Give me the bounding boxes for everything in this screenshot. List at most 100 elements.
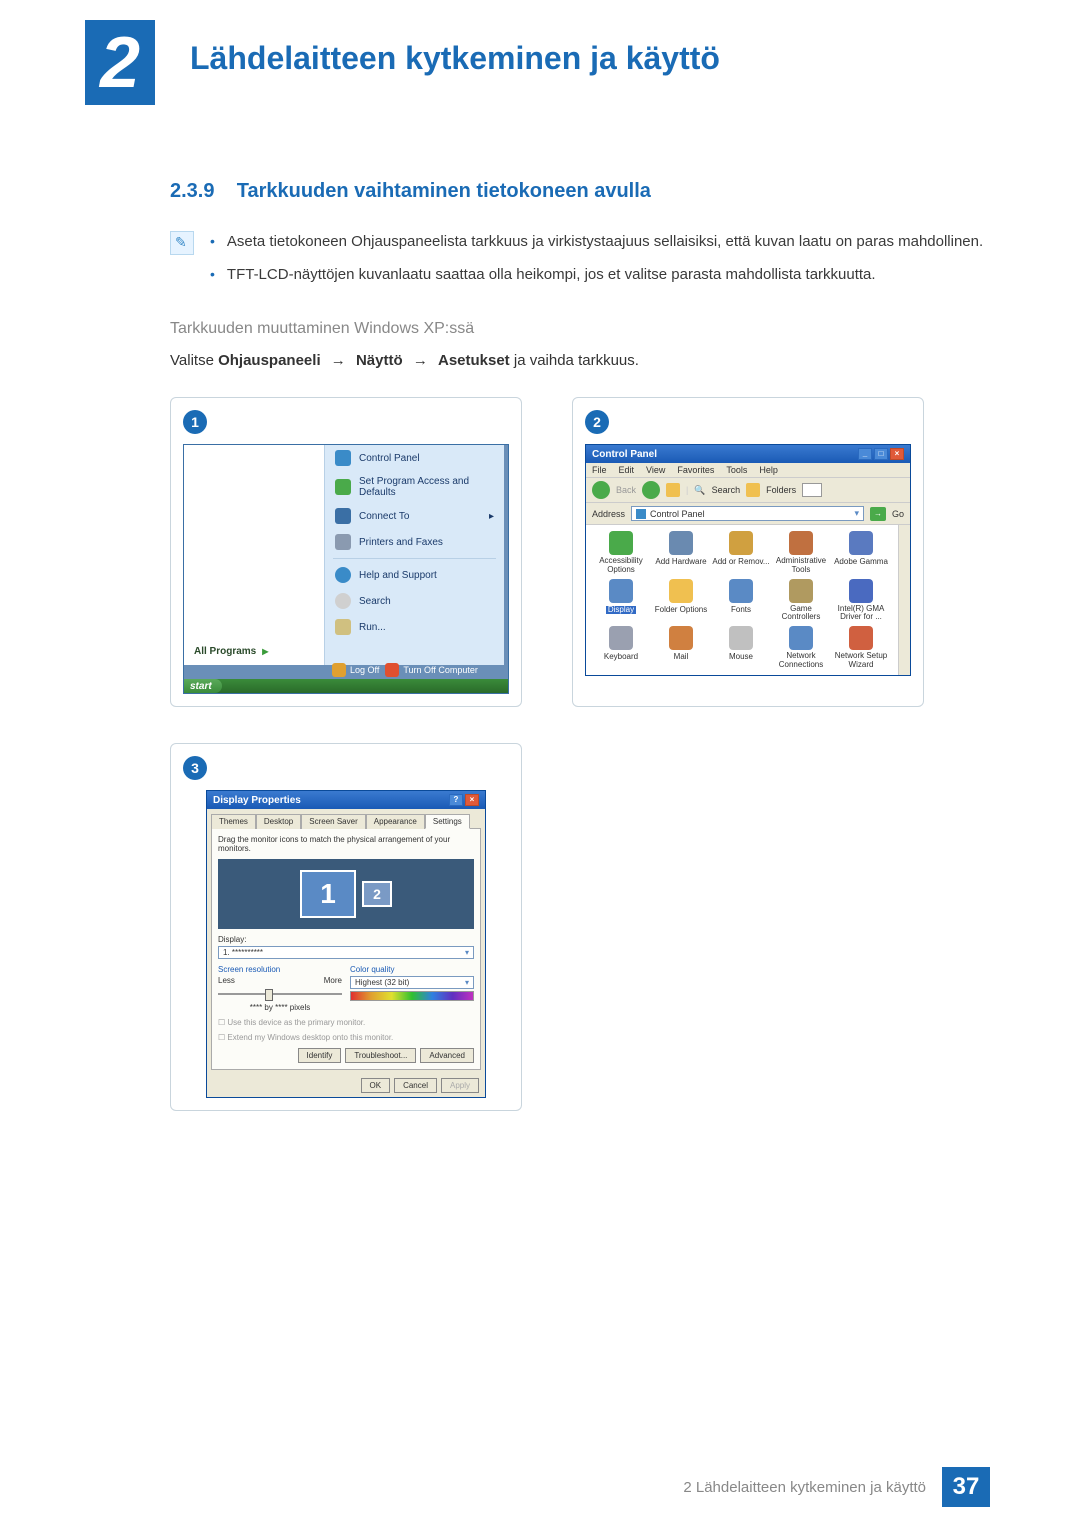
primary-monitor-check[interactable]: ☐ Use this device as the primary monitor… (218, 1018, 474, 1027)
scrollbar[interactable] (898, 525, 910, 675)
sm-printers[interactable]: Printers and Faxes (325, 529, 504, 555)
logoff-button[interactable]: Log Off (332, 661, 379, 679)
views-button[interactable] (802, 483, 822, 497)
start-menu-bottom: Log Off Turn Off Computer (324, 661, 504, 679)
sm-control-panel[interactable]: Control Panel (325, 445, 504, 471)
menu-help[interactable]: Help (759, 465, 778, 475)
address-input[interactable]: Control Panel ▾ (631, 506, 864, 521)
cp-item-folder-options[interactable]: Folder Options (652, 579, 710, 623)
folders-label[interactable]: Folders (766, 485, 796, 495)
monitor-arrangement[interactable]: 1 2 (218, 859, 474, 929)
display-label: Display: (218, 935, 474, 944)
monitor-2[interactable]: 2 (362, 881, 392, 907)
start-button[interactable]: start (184, 679, 222, 693)
cp-item-network[interactable]: Network Connections (772, 626, 830, 670)
help-button[interactable]: ? (449, 794, 463, 806)
sm-label: Connect To (359, 511, 409, 522)
sm-run[interactable]: Run... (325, 614, 504, 640)
cp-item-keyboard[interactable]: Keyboard (592, 626, 650, 670)
sm-label: Run... (359, 622, 386, 633)
ok-button[interactable]: OK (361, 1078, 391, 1093)
footer-text: 2 Lähdelaitteen kytkeminen ja käyttö (683, 1479, 942, 1496)
menu-view[interactable]: View (646, 465, 665, 475)
cp-item-gamma[interactable]: Adobe Gamma (832, 531, 890, 575)
menu-file[interactable]: File (592, 465, 607, 475)
cp-item-label: Folder Options (655, 606, 707, 615)
tab-themes[interactable]: Themes (211, 814, 256, 829)
check-label: Extend my Windows desktop onto this moni… (227, 1033, 393, 1042)
menu-favorites[interactable]: Favorites (677, 465, 714, 475)
advanced-button[interactable]: Advanced (420, 1048, 474, 1063)
bullet-item: • Aseta tietokoneen Ohjauspaneelista tar… (210, 231, 990, 254)
sm-search[interactable]: Search (325, 588, 504, 614)
cp-item-add-remove[interactable]: Add or Remov... (712, 531, 770, 575)
cp-item-accessibility[interactable]: Accessibility Options (592, 531, 650, 575)
bullet-dot-icon: • (210, 264, 215, 287)
step-badge: 2 (585, 410, 609, 434)
sm-label: Printers and Faxes (359, 537, 443, 548)
panel-step-2: 2 Control Panel _ □ × File Edit View (572, 397, 924, 707)
fonts-icon (729, 579, 753, 603)
start-menu: All Programs Control Panel Set Program A… (183, 444, 509, 694)
chapter-title: Lähdelaitteen kytkeminen ja käyttö (190, 40, 720, 77)
slider-thumb[interactable] (265, 989, 273, 1001)
instruction-path-0: Ohjauspaneeli (218, 352, 321, 369)
cp-item-intel[interactable]: Intel(R) GMA Driver for ... (832, 579, 890, 623)
cp-item-label: Adobe Gamma (834, 558, 888, 567)
cp-item-label: Mouse (729, 653, 753, 662)
extend-desktop-check[interactable]: ☐ Extend my Windows desktop onto this mo… (218, 1033, 474, 1042)
cp-item-network-wizard[interactable]: Network Setup Wizard (832, 626, 890, 670)
tab-screensaver[interactable]: Screen Saver (301, 814, 365, 829)
instruction-line: Valitse Ohjauspaneeli → Näyttö → Asetuks… (170, 352, 990, 369)
search-label[interactable]: Search (712, 485, 741, 495)
dropdown-icon[interactable]: ▾ (854, 508, 859, 519)
menu-edit[interactable]: Edit (619, 465, 635, 475)
cp-item-fonts[interactable]: Fonts (712, 579, 770, 623)
mail-icon (669, 626, 693, 650)
cancel-button[interactable]: Cancel (394, 1078, 437, 1093)
maximize-button[interactable]: □ (874, 448, 888, 460)
cp-item-mouse[interactable]: Mouse (712, 626, 770, 670)
network-wizard-icon (849, 626, 873, 650)
minimize-button[interactable]: _ (858, 448, 872, 460)
apply-button[interactable]: Apply (441, 1078, 479, 1093)
sm-label: Help and Support (359, 570, 437, 581)
forward-button[interactable] (642, 481, 660, 499)
sm-set-program[interactable]: Set Program Access and Defaults (325, 471, 504, 503)
sm-help[interactable]: Help and Support (325, 562, 504, 588)
tab-settings[interactable]: Settings (425, 814, 470, 829)
taskbar: start (184, 679, 508, 693)
shutdown-button[interactable]: Turn Off Computer (385, 661, 478, 679)
color-select[interactable]: Highest (32 bit) ▾ (350, 976, 474, 989)
cp-item-label: Network Connections (772, 652, 830, 670)
cp-item-mail[interactable]: Mail (652, 626, 710, 670)
up-button[interactable] (666, 483, 680, 497)
sm-connect-to[interactable]: Connect To▸ (325, 503, 504, 529)
resolution-slider[interactable] (218, 987, 342, 1001)
troubleshoot-button[interactable]: Troubleshoot... (345, 1048, 416, 1063)
instruction-suffix: ja vaihda tarkkuus. (514, 352, 639, 369)
color-label: Color quality (350, 965, 474, 974)
address-value: Control Panel (650, 509, 705, 519)
display-select[interactable]: 1. ********** ▾ (218, 946, 474, 959)
cp-item-game[interactable]: Game Controllers (772, 579, 830, 623)
bullet-item: • TFT-LCD-näyttöjen kuvanlaatu saattaa o… (210, 264, 990, 287)
go-button[interactable]: → (870, 507, 886, 521)
go-label: Go (892, 509, 904, 519)
back-button[interactable] (592, 481, 610, 499)
cp-item-display[interactable]: Display (592, 579, 650, 623)
all-programs[interactable]: All Programs (194, 646, 268, 657)
monitor-1[interactable]: 1 (300, 870, 356, 918)
tab-appearance[interactable]: Appearance (366, 814, 425, 829)
close-button[interactable]: × (890, 448, 904, 460)
page-number: 37 (942, 1467, 990, 1507)
cp-item-admin[interactable]: Administrative Tools (772, 531, 830, 575)
close-button[interactable]: × (465, 794, 479, 806)
instruction-path-1: Näyttö (356, 352, 403, 369)
identify-button[interactable]: Identify (298, 1048, 342, 1063)
tab-desktop[interactable]: Desktop (256, 814, 301, 829)
cp-item-add-hardware[interactable]: Add Hardware (652, 531, 710, 575)
menu-tools[interactable]: Tools (726, 465, 747, 475)
connect-to-icon (335, 508, 351, 524)
mouse-icon (729, 626, 753, 650)
